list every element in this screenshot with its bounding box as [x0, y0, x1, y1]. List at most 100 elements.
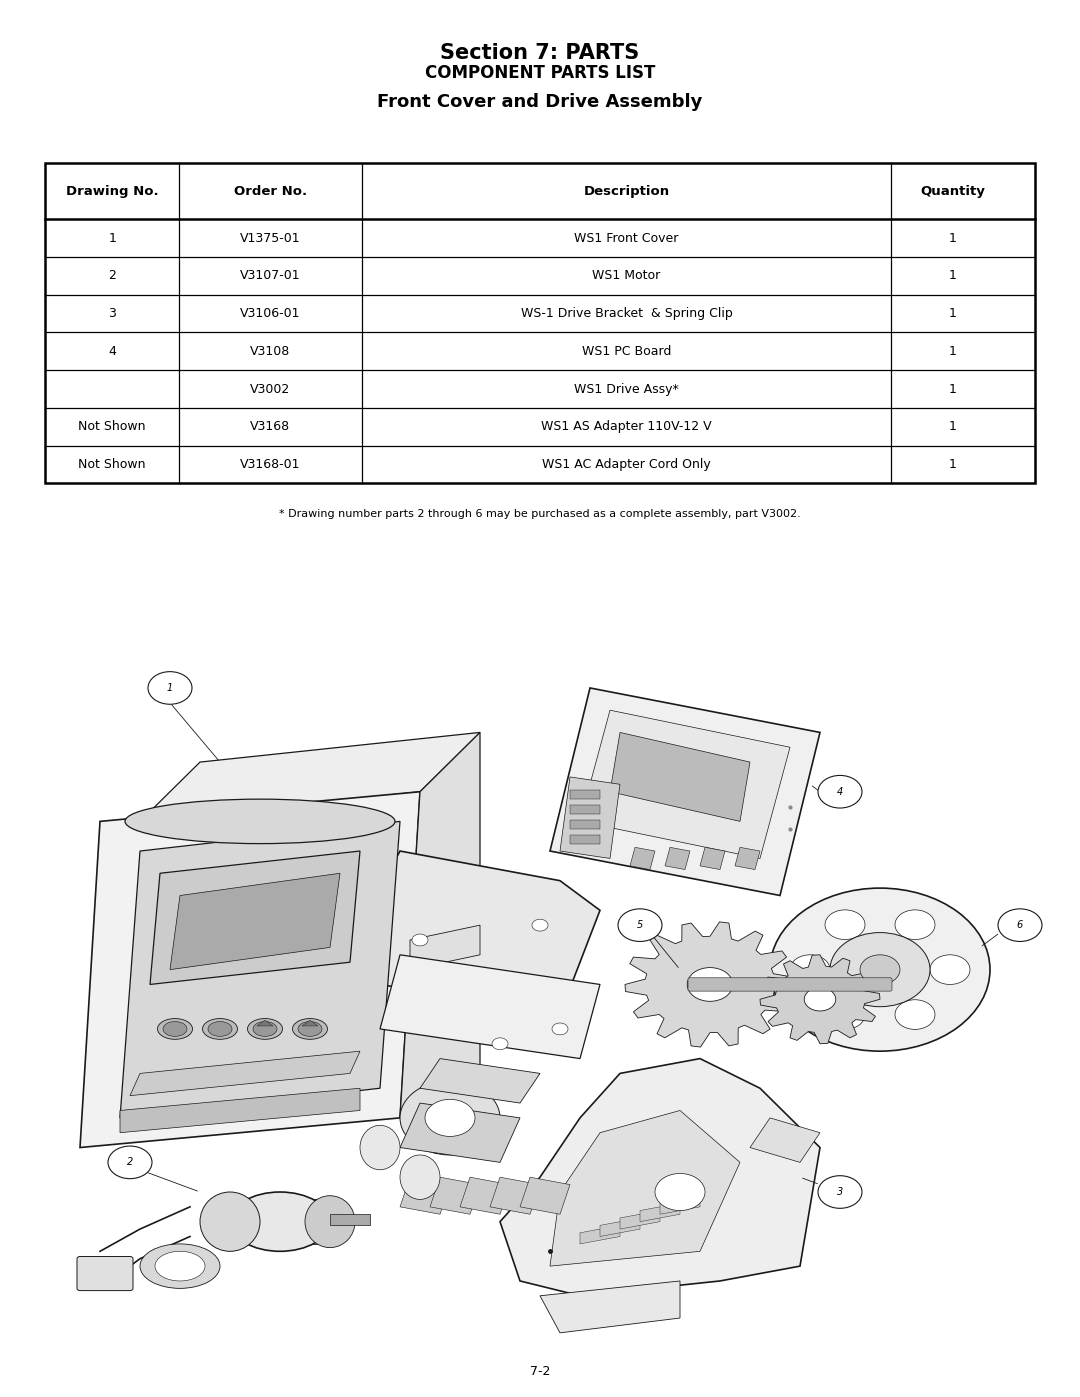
Text: V3107-01: V3107-01: [240, 270, 300, 282]
Polygon shape: [140, 732, 480, 821]
Polygon shape: [620, 1211, 660, 1229]
Text: V3108: V3108: [251, 345, 291, 358]
Polygon shape: [302, 1020, 318, 1025]
Circle shape: [831, 933, 930, 1007]
Polygon shape: [519, 1178, 570, 1214]
Bar: [45, 163, 1035, 483]
Polygon shape: [665, 848, 690, 869]
Polygon shape: [750, 1118, 820, 1162]
Text: WS1 Front Cover: WS1 Front Cover: [575, 232, 678, 244]
Circle shape: [108, 1146, 152, 1179]
Ellipse shape: [298, 1021, 322, 1037]
Ellipse shape: [200, 1192, 260, 1252]
Circle shape: [532, 919, 548, 930]
Circle shape: [618, 909, 662, 942]
Circle shape: [998, 909, 1042, 942]
Text: 2: 2: [126, 1157, 133, 1168]
Text: Not Shown: Not Shown: [79, 420, 146, 433]
Text: V1375-01: V1375-01: [240, 232, 300, 244]
Polygon shape: [561, 777, 620, 858]
Bar: [570, 820, 600, 828]
Circle shape: [860, 954, 900, 985]
Text: WS1 AC Adapter Cord Only: WS1 AC Adapter Cord Only: [542, 458, 711, 471]
Polygon shape: [230, 1200, 330, 1243]
Polygon shape: [400, 1178, 450, 1214]
Circle shape: [895, 1000, 935, 1030]
Text: 7-2: 7-2: [530, 1365, 550, 1379]
Circle shape: [818, 775, 862, 807]
Text: WS1 Drive Assy*: WS1 Drive Assy*: [575, 383, 679, 395]
Text: Front Cover and Drive Assembly: Front Cover and Drive Assembly: [377, 94, 703, 110]
Polygon shape: [550, 1111, 740, 1266]
Text: 1: 1: [949, 270, 957, 282]
Text: 1: 1: [949, 307, 957, 320]
Polygon shape: [540, 1281, 680, 1333]
Text: WS1 PC Board: WS1 PC Board: [582, 345, 672, 358]
Polygon shape: [430, 1178, 480, 1214]
Ellipse shape: [253, 1021, 276, 1037]
Text: * Drawing number parts 2 through 6 may be purchased as a complete assembly, part: * Drawing number parts 2 through 6 may b…: [279, 509, 801, 518]
Text: 1: 1: [108, 232, 116, 244]
Polygon shape: [610, 732, 750, 821]
FancyBboxPatch shape: [77, 1256, 133, 1291]
Ellipse shape: [400, 1155, 440, 1200]
Text: V3106-01: V3106-01: [240, 307, 300, 320]
Polygon shape: [80, 792, 420, 1147]
Circle shape: [687, 968, 732, 1002]
Ellipse shape: [163, 1021, 187, 1037]
Text: 6: 6: [1017, 921, 1023, 930]
Text: V3002: V3002: [251, 383, 291, 395]
Text: Description: Description: [583, 184, 670, 198]
Polygon shape: [170, 873, 340, 970]
Ellipse shape: [203, 1018, 238, 1039]
Polygon shape: [580, 1225, 620, 1243]
Circle shape: [805, 988, 836, 1011]
Ellipse shape: [125, 799, 395, 844]
Circle shape: [825, 1000, 865, 1030]
Text: 1: 1: [949, 345, 957, 358]
Polygon shape: [700, 848, 725, 869]
Polygon shape: [400, 1104, 519, 1162]
Ellipse shape: [230, 1192, 330, 1252]
Circle shape: [789, 954, 831, 985]
Polygon shape: [400, 732, 480, 1118]
Text: 3: 3: [108, 307, 116, 320]
Circle shape: [426, 1099, 475, 1136]
Text: Order No.: Order No.: [234, 184, 307, 198]
Text: Section 7: PARTS: Section 7: PARTS: [441, 43, 639, 63]
Text: 4: 4: [837, 787, 843, 796]
Ellipse shape: [293, 1018, 327, 1039]
Text: V3168: V3168: [251, 420, 291, 433]
Polygon shape: [735, 848, 760, 869]
Bar: [570, 805, 600, 814]
Polygon shape: [640, 1203, 680, 1221]
Polygon shape: [580, 710, 789, 858]
Text: 1: 1: [949, 420, 957, 433]
Polygon shape: [380, 954, 600, 1059]
Text: 4: 4: [108, 345, 116, 358]
Circle shape: [770, 888, 990, 1051]
Ellipse shape: [360, 1126, 400, 1169]
Circle shape: [654, 1173, 705, 1211]
Ellipse shape: [158, 1018, 192, 1039]
Polygon shape: [150, 851, 360, 985]
Circle shape: [492, 1038, 508, 1049]
Text: COMPONENT PARTS LIST: COMPONENT PARTS LIST: [424, 64, 656, 81]
Text: Drawing No.: Drawing No.: [66, 184, 159, 198]
Ellipse shape: [156, 1252, 205, 1281]
Text: WS-1 Drive Bracket  & Spring Clip: WS-1 Drive Bracket & Spring Clip: [521, 307, 732, 320]
Text: 1: 1: [949, 383, 957, 395]
Polygon shape: [630, 848, 654, 869]
Circle shape: [411, 935, 428, 946]
Bar: [330, 1214, 370, 1225]
Text: 2: 2: [108, 270, 116, 282]
Text: WS1 Motor: WS1 Motor: [593, 270, 661, 282]
Text: 3: 3: [837, 1187, 843, 1197]
Polygon shape: [420, 1059, 540, 1104]
Circle shape: [148, 672, 192, 704]
Bar: [570, 791, 600, 799]
Text: 1: 1: [167, 683, 173, 693]
Polygon shape: [460, 1178, 510, 1214]
Polygon shape: [257, 1020, 273, 1025]
Text: 1: 1: [949, 232, 957, 244]
